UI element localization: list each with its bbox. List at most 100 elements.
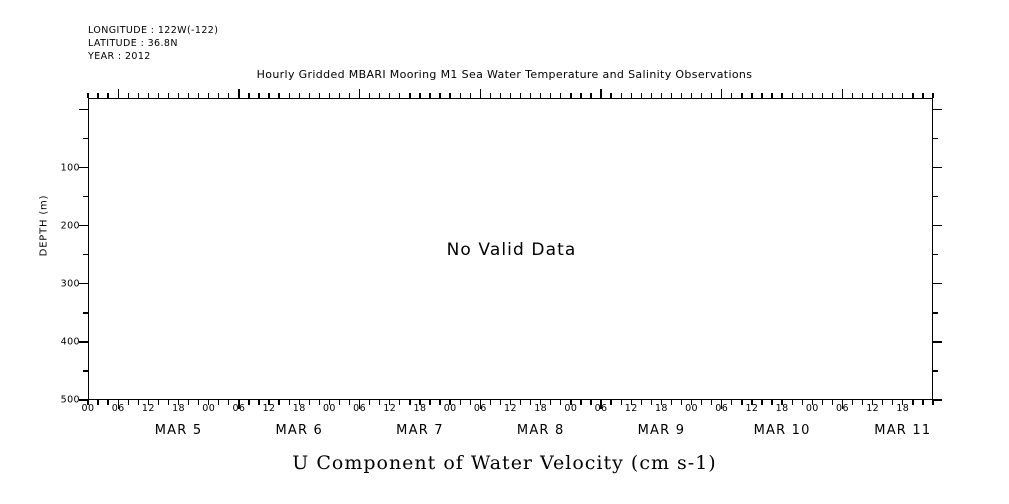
- axis-tick: [107, 93, 109, 98]
- axis-tick: [933, 196, 938, 198]
- axis-tick: [933, 399, 942, 401]
- axis-tick: [933, 370, 938, 372]
- x-axis-hour-label: 00: [564, 403, 578, 414]
- axis-tick: [288, 400, 290, 405]
- axis-tick: [590, 400, 592, 405]
- axis-tick: [861, 93, 864, 98]
- axis-tick: [670, 400, 673, 405]
- axis-tick: [933, 108, 942, 111]
- x-axis-hour-label: 00: [322, 403, 336, 414]
- axis-tick: [469, 400, 471, 405]
- axis-tick: [228, 400, 230, 405]
- axis-tick: [650, 400, 652, 405]
- axis-tick: [620, 400, 622, 405]
- axis-tick: [157, 400, 160, 405]
- axis-tick: [519, 93, 522, 98]
- y-axis-depth-label: 400: [60, 336, 80, 348]
- axis-tick: [630, 93, 632, 98]
- axis-tick: [268, 93, 270, 98]
- axis-tick: [933, 312, 938, 314]
- axis-tick: [338, 93, 341, 98]
- axis-tick: [660, 400, 663, 405]
- axis-tick: [781, 93, 783, 98]
- axis-tick: [489, 93, 492, 98]
- axis-tick: [670, 93, 673, 98]
- axis-tick: [177, 400, 180, 405]
- axis-tick: [550, 400, 552, 405]
- axis-tick: [640, 400, 642, 405]
- axis-tick: [79, 283, 88, 285]
- axis-tick: [187, 400, 190, 405]
- x-axis-day-label: MAR 8: [516, 423, 565, 438]
- axis-tick: [187, 93, 190, 98]
- axis-tick: [137, 400, 139, 405]
- axis-tick: [83, 138, 88, 140]
- axis-tick: [449, 400, 451, 405]
- x-axis-hour-label: 12: [624, 403, 638, 414]
- axis-tick: [79, 225, 88, 227]
- axis-tick: [570, 400, 572, 405]
- axis-tick: [680, 93, 683, 98]
- axis-tick: [902, 400, 904, 405]
- axis-tick: [208, 400, 210, 405]
- x-axis-hour-label: 12: [504, 403, 517, 414]
- axis-tick: [147, 93, 149, 98]
- axis-tick: [932, 400, 934, 405]
- axis-tick: [258, 400, 260, 405]
- y-axis-depth-label: 500: [60, 394, 80, 406]
- axis-tick: [83, 254, 88, 256]
- axis-tick: [912, 93, 914, 98]
- axis-tick: [278, 400, 280, 405]
- axis-tick: [288, 93, 290, 98]
- axis-tick: [771, 400, 773, 405]
- axis-tick: [509, 93, 512, 98]
- axis-tick: [851, 400, 854, 405]
- axis-tick: [871, 93, 874, 98]
- axis-tick: [328, 400, 331, 405]
- x-axis-hour-label: 18: [534, 403, 548, 414]
- x-axis-hour-label: 06: [594, 403, 608, 414]
- x-axis-hour-label: 18: [292, 403, 306, 414]
- axis-tick: [79, 167, 88, 169]
- axis-tick: [198, 400, 200, 405]
- axis-tick: [700, 400, 703, 405]
- x-axis-hour-label: 00: [805, 403, 819, 414]
- axis-tick: [821, 93, 823, 98]
- axis-tick: [731, 400, 733, 405]
- x-axis-hour-label: 18: [413, 403, 427, 414]
- x-axis-hour-label: 12: [141, 403, 155, 414]
- axis-tick: [127, 400, 129, 405]
- axis-tick: [529, 400, 532, 405]
- axis-tick: [721, 400, 723, 409]
- axis-tick: [751, 93, 753, 98]
- axis-tick: [79, 399, 88, 401]
- axis-tick: [79, 108, 88, 111]
- axis-tick: [117, 89, 119, 98]
- axis-tick: [831, 93, 834, 98]
- axis-tick: [529, 93, 532, 98]
- metadata-latitude: LATITUDE : 36.8N: [88, 38, 178, 49]
- axis-tick: [892, 400, 894, 405]
- axis-tick: [429, 400, 431, 405]
- axis-tick: [459, 93, 461, 98]
- axis-tick: [871, 400, 874, 405]
- axis-tick: [620, 93, 622, 98]
- x-axis-day-label: MAR 6: [275, 423, 324, 438]
- axis-tick: [600, 89, 602, 98]
- x-axis-hour-label: 06: [232, 403, 246, 414]
- y-axis-depth-label: 300: [60, 278, 80, 290]
- axis-tick: [268, 400, 270, 405]
- x-axis-hour-label: 06: [715, 403, 729, 414]
- axis-tick: [308, 93, 310, 98]
- x-axis-hour-label: 18: [775, 403, 789, 414]
- axis-tick: [882, 400, 884, 405]
- axis-tick: [841, 400, 844, 409]
- axis-tick: [811, 400, 813, 405]
- axis-tick: [489, 400, 492, 405]
- y-axis-depth-label: 200: [60, 220, 80, 232]
- axis-tick: [278, 93, 280, 98]
- axis-tick: [83, 370, 88, 372]
- axis-tick: [338, 400, 341, 405]
- axis-tick: [137, 93, 139, 98]
- axis-tick: [399, 93, 401, 98]
